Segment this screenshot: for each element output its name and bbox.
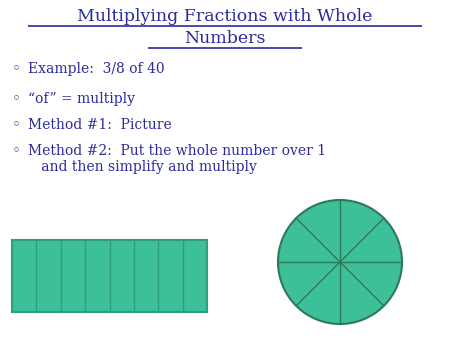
Text: ◦: ◦	[12, 118, 21, 132]
Text: Method #2:  Put the whole number over 1
   and then simplify and multiply: Method #2: Put the whole number over 1 a…	[28, 144, 326, 174]
Text: “of” = multiply: “of” = multiply	[28, 92, 135, 106]
Text: Method #1:  Picture: Method #1: Picture	[28, 118, 172, 132]
Text: Multiplying Fractions with Whole: Multiplying Fractions with Whole	[77, 8, 373, 25]
Text: ◦: ◦	[12, 62, 21, 76]
Bar	[12, 240, 207, 312]
Text: ◦: ◦	[12, 144, 21, 158]
Text: Numbers: Numbers	[184, 30, 266, 47]
Text: ◦: ◦	[12, 92, 21, 106]
Ellipse shape	[278, 200, 402, 324]
Text: Example:  3/8 of 40: Example: 3/8 of 40	[28, 62, 165, 76]
